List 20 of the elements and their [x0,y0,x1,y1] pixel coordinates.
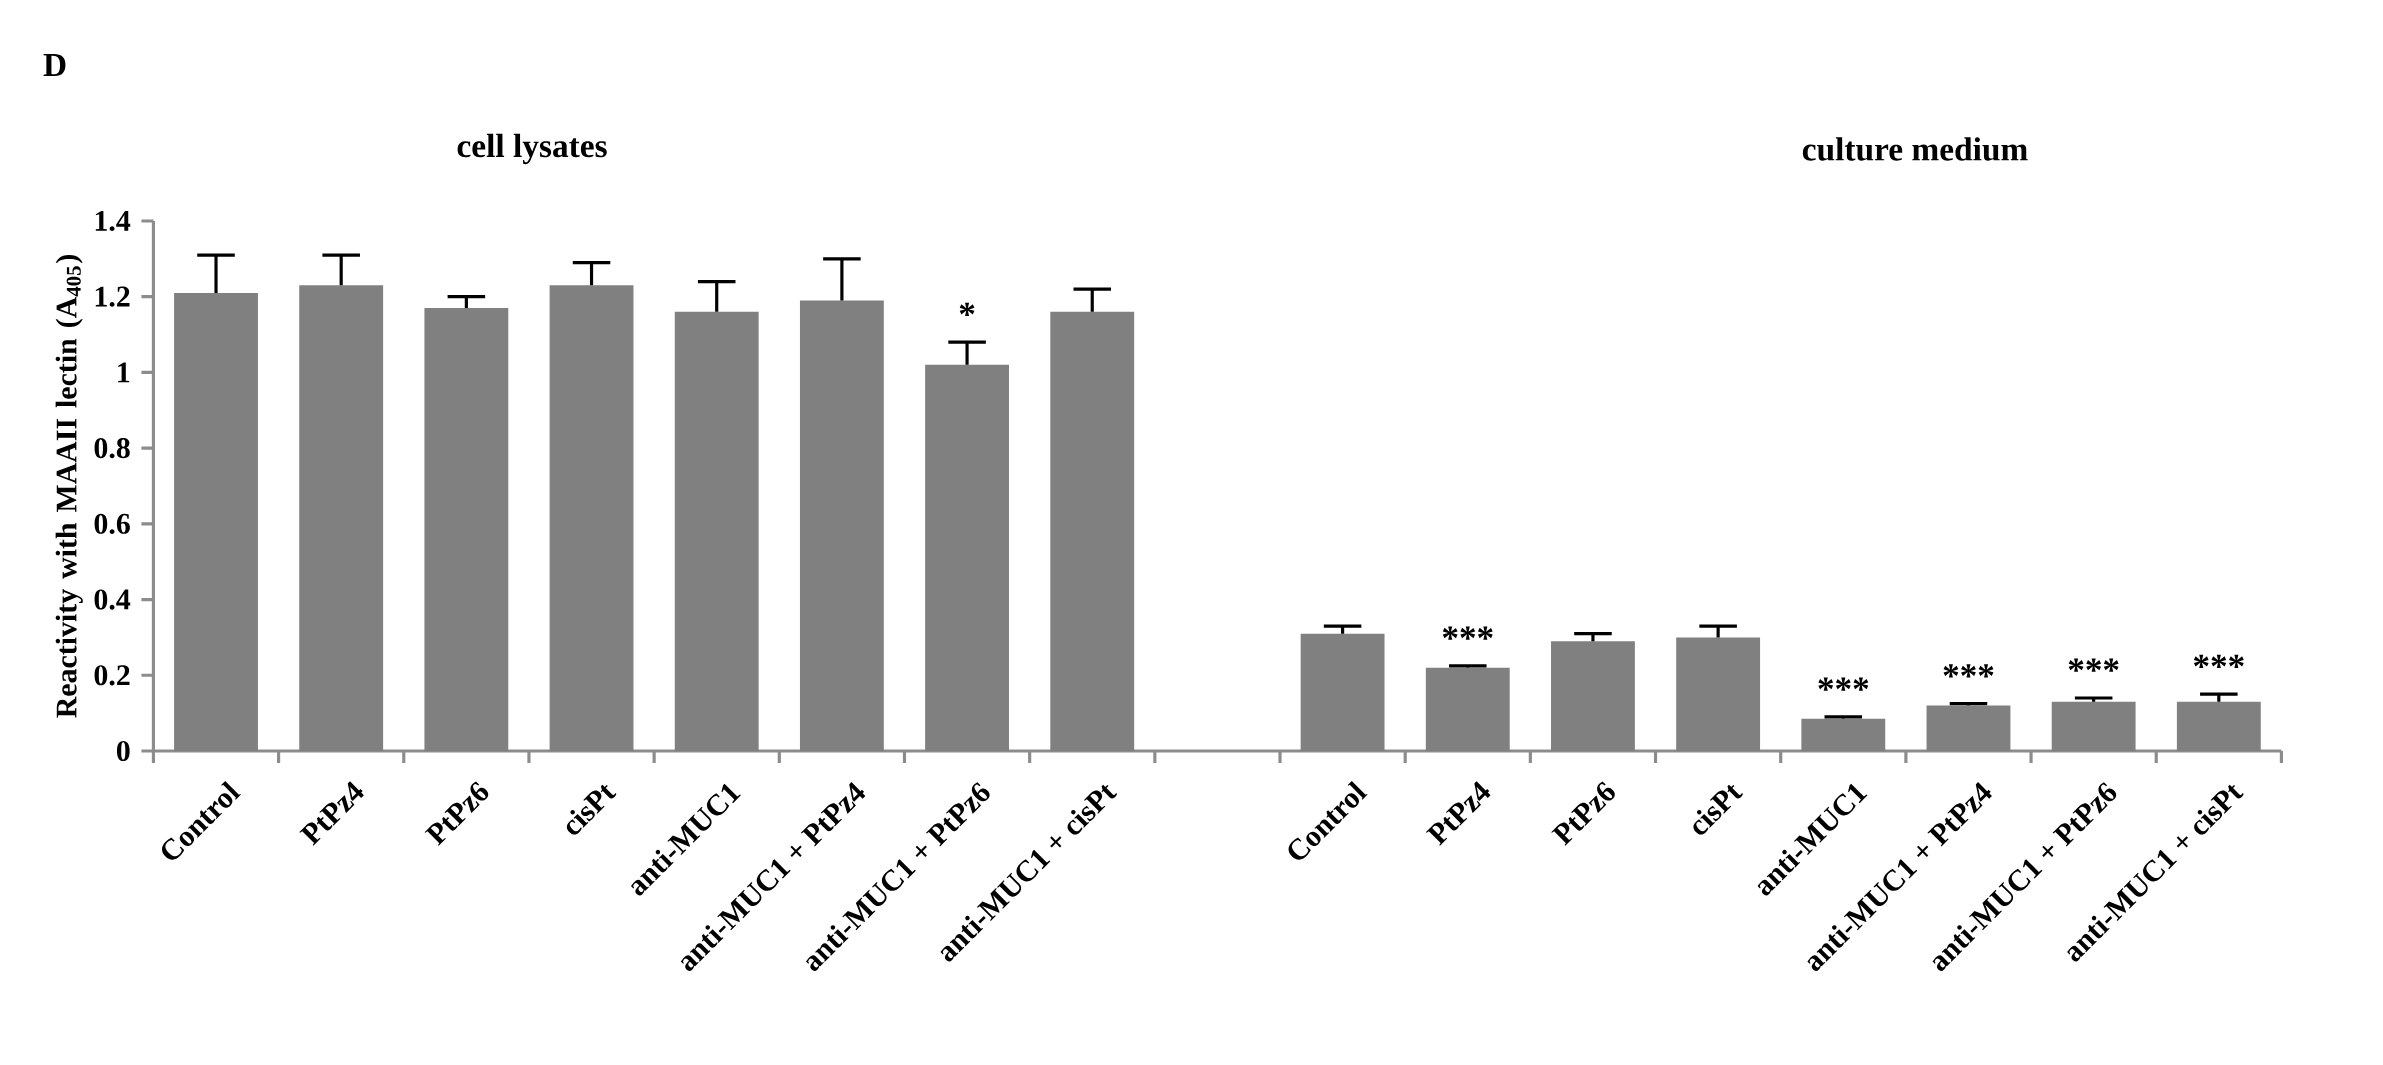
data-label: *** [1943,664,1994,678]
y-tick-label: 0.2 [94,665,130,686]
data-label: *** [1442,626,1493,640]
y-tick-label: 1 [118,362,130,383]
data-label: *** [2068,658,2119,672]
y-tick-label: 0.4 [94,589,131,610]
text: culture medium [1802,137,2028,161]
y-tick-label: 0 [116,740,130,762]
y-axis-title: Reactivity with MAAII lectin (A$_{405}$) [55,255,83,718]
data-label: * [959,302,975,316]
y-tick-label: 1.2 [95,286,130,307]
text: D [43,54,66,76]
data-label: *** [1818,677,1869,691]
text: cell lysates [457,133,607,165]
data-label: *** [2193,654,2244,669]
x-tick-label: cisPt [1693,784,1743,835]
x-tick-label: cisPt [566,784,617,835]
y-tick-label: 1.4 [95,210,131,232]
y-tick-label: 0.6 [94,513,130,535]
y-tick-label: 0.8 [94,438,130,459]
